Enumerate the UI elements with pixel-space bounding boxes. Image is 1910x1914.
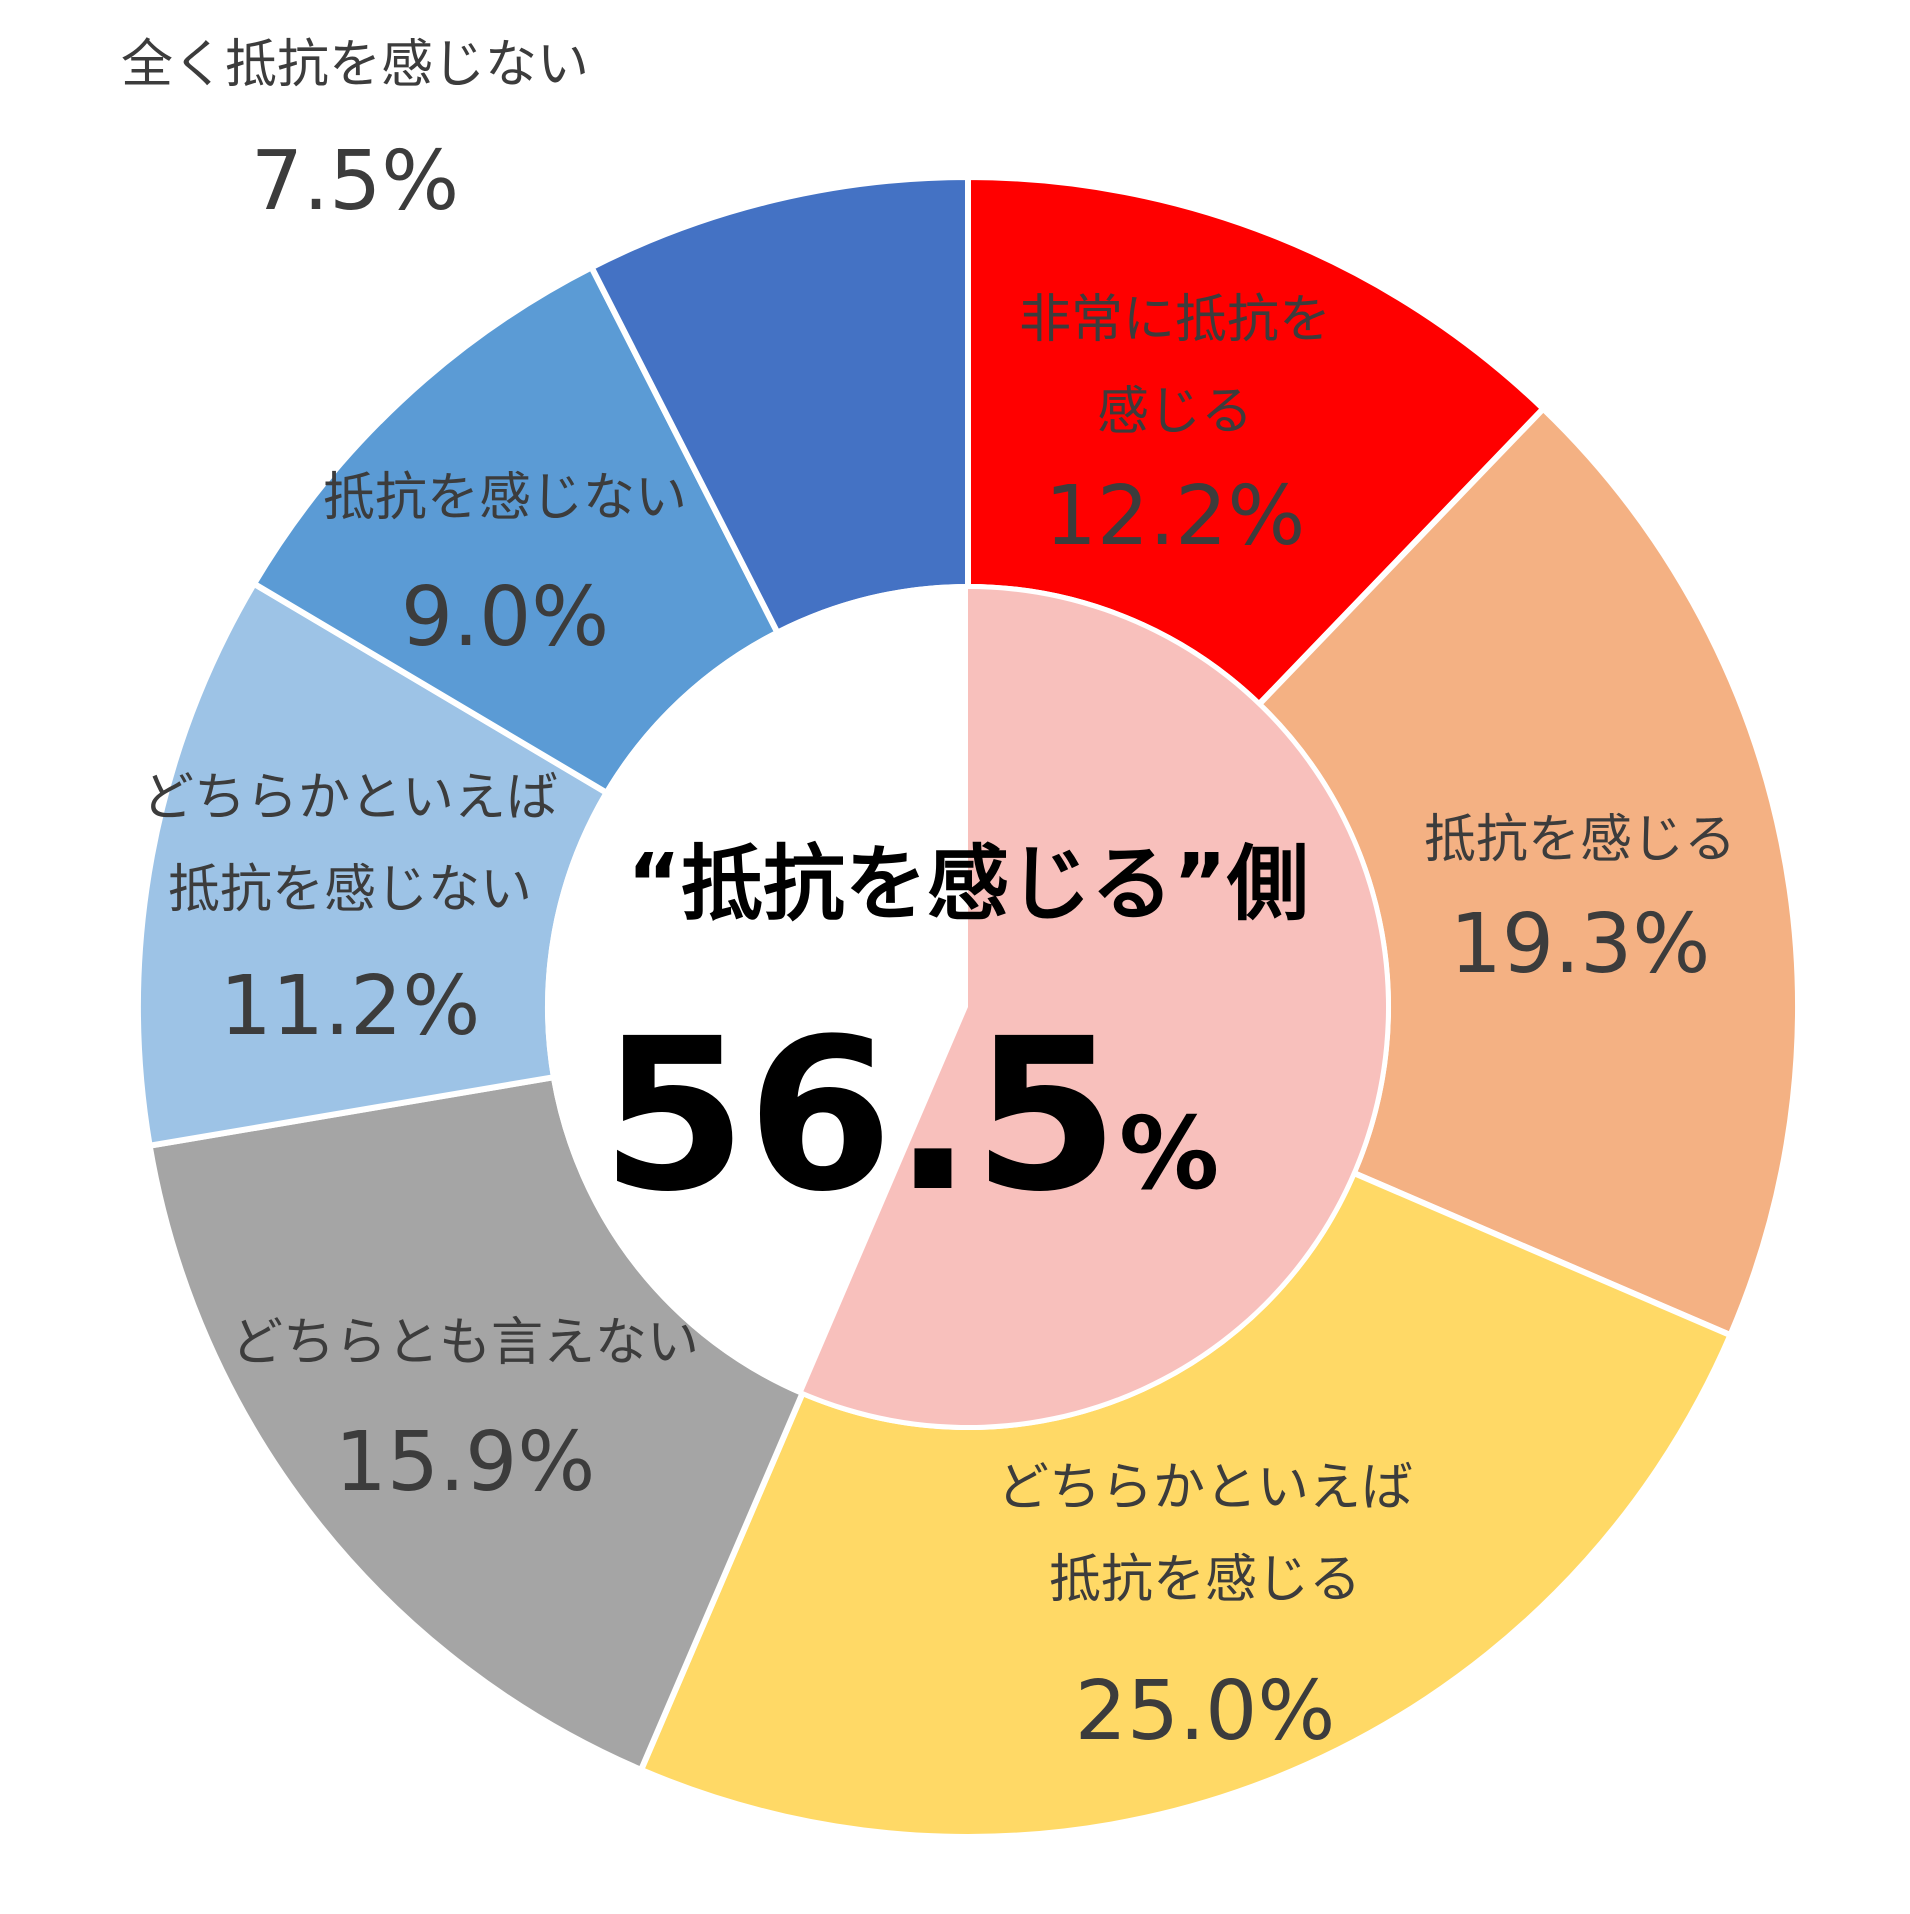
slice-label-line: 抵抗を感じない [168, 860, 532, 920]
slice-value-label: 9.0% [401, 570, 609, 665]
slice-label-4: どちらとも言えない 15.9% [231, 1313, 699, 1510]
slice-label-7: 全く抵抗を感じない 7.5% [121, 35, 589, 229]
inner-wedge [803, 589, 1387, 1425]
slice-value-label: 25.0% [1075, 1664, 1336, 1759]
slice-value-label: 12.2% [1045, 469, 1306, 564]
slice-label-2: 抵抗を感じる 19.3% [1424, 810, 1736, 992]
slice-label-line: 非常に抵抗を [1019, 290, 1331, 350]
center-value: 56.5% [601, 993, 1219, 1238]
center-value-number: 56.5 [601, 993, 1119, 1238]
slice-label-line: どちらかといえば [142, 768, 558, 828]
donut-slices [135, 173, 1801, 1840]
center-summary: “抵抗を感じる”側 56.5% [601, 837, 1309, 1238]
slice-label-line: どちらとも言えない [231, 1313, 699, 1373]
slice-label-line: 全く抵抗を感じない [121, 35, 589, 95]
slice-value-label: 11.2% [220, 959, 481, 1054]
slice-label-line: どちらかといえば [997, 1458, 1413, 1518]
slice-label-line: 抵抗を感じる [1049, 1550, 1361, 1610]
slice-labels: 非常に抵抗を感じる12.2%抵抗を感じる19.3%どちらかといえば抵抗を感じる2… [121, 35, 1736, 1759]
slice-label-line: 抵抗を感じない [323, 468, 687, 528]
center-label: “抵抗を感じる”側 [627, 837, 1309, 932]
slice-label-line: 感じる [1097, 382, 1253, 442]
slice-value-label: 15.9% [335, 1415, 596, 1510]
slice-label-6: 抵抗を感じない 9.0% [323, 468, 687, 665]
slice-value-label: 19.3% [1450, 897, 1711, 992]
slice-label-line: 抵抗を感じる [1424, 810, 1736, 870]
slice-value-label: 7.5% [251, 134, 459, 229]
center-value-unit: % [1119, 1095, 1219, 1212]
